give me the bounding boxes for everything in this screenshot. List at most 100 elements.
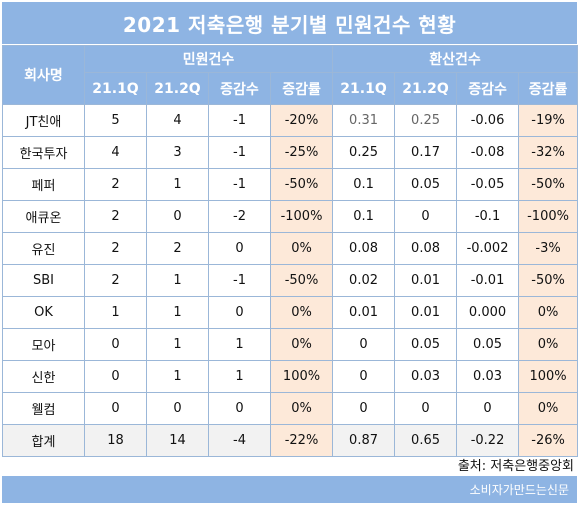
table-cell: 3 <box>146 136 209 169</box>
table-cell: -0.06 <box>456 104 520 137</box>
column-header: 21.2Q <box>146 72 209 105</box>
table-cell: 1 <box>146 264 209 297</box>
table-cell: 0.05 <box>394 168 458 201</box>
table-cell: -3% <box>518 232 579 265</box>
table-cell: 0 <box>208 392 271 425</box>
company-name-cell: 페퍼 <box>2 168 85 201</box>
table-cell: 2 <box>84 200 147 233</box>
table-cell: 1 <box>146 168 209 201</box>
table-cell: -50% <box>269 264 334 297</box>
table-cell: 0.17 <box>394 136 458 169</box>
publisher-name: 소비자가만드는신문 <box>469 483 569 497</box>
table-cell: 0 <box>146 392 209 425</box>
table-cell: 1 <box>84 296 147 329</box>
table-cell: 0.01 <box>332 296 396 329</box>
converted-count-group-header: 환산건수 <box>332 45 579 73</box>
column-header: 21.2Q <box>394 72 458 105</box>
table-cell: 0 <box>394 200 458 233</box>
table-cell: 2 <box>84 168 147 201</box>
table-cell: 0 <box>84 328 147 361</box>
table-cell: 0% <box>269 232 334 265</box>
table-cell: 100% <box>518 360 579 393</box>
table-cell: -0.08 <box>456 136 520 169</box>
table-cell: -4 <box>208 424 271 457</box>
column-header: 21.1Q <box>332 72 396 105</box>
table-cell: 0% <box>269 392 334 425</box>
table-cell: 0 <box>208 232 271 265</box>
company-name-cell: JT친애 <box>2 104 85 137</box>
table-cell: -50% <box>518 168 579 201</box>
table-cell: -0.01 <box>456 264 520 297</box>
table-row: SBI 2 1 -1 -50% 0.02 0.01 -0.01 -50% <box>2 264 579 297</box>
company-name-cell: OK <box>2 296 85 329</box>
table-cell: -0.1 <box>456 200 520 233</box>
table-cell: -1 <box>208 264 271 297</box>
company-column-header: 회사명 <box>2 45 85 105</box>
table-cell: -0.05 <box>456 168 520 201</box>
table-row: 모아 0 1 1 0% 0 0.05 0.05 0% <box>2 328 579 361</box>
table-cell: 0 <box>84 360 147 393</box>
table-cell: -32% <box>518 136 579 169</box>
complaints-table: 회사명 민원건수 환산건수 21.1Q 21.2Q 증감수 증감률 21.1Q … <box>2 45 579 457</box>
table-cell: -100% <box>518 200 579 233</box>
column-header: 증감률 <box>269 72 334 105</box>
table-cell: 1 <box>146 296 209 329</box>
table-body: JT친애 5 4 -1 -20% 0.31 0.25 -0.06 -19% 한국투자 4 3 -1 -25… <box>2 104 579 457</box>
table-cell: 0.000 <box>456 296 520 329</box>
table-cell: -1 <box>208 136 271 169</box>
table-cell: 0% <box>518 296 579 329</box>
table-cell: 2 <box>84 264 147 297</box>
table-cell: 0 <box>394 392 458 425</box>
table-cell: 0.1 <box>332 168 396 201</box>
table-cell: 1 <box>208 328 271 361</box>
table-cell: 0.08 <box>332 232 396 265</box>
company-name-cell: 합계 <box>2 424 85 457</box>
table-cell: 0 <box>456 392 520 425</box>
company-name-cell: 애큐온 <box>2 200 85 233</box>
column-header: 21.1Q <box>84 72 147 105</box>
table-title: 2021 저축은행 분기별 민원건수 현황 <box>2 2 577 44</box>
table-cell: -25% <box>269 136 334 169</box>
table-cell: 0.03 <box>394 360 458 393</box>
table-row: 애큐온 2 0 -2 -100% 0.1 0 -0.1 -100% <box>2 200 579 233</box>
table-cell: -20% <box>269 104 334 137</box>
table-cell: 0% <box>269 328 334 361</box>
table-cell: 0.25 <box>332 136 396 169</box>
column-header: 증감수 <box>208 72 271 105</box>
table-cell: 0 <box>208 296 271 329</box>
table-cell: 0 <box>332 360 396 393</box>
company-name-cell: 웰컴 <box>2 392 85 425</box>
publisher-footer: 소비자가만드는신문 <box>2 476 577 503</box>
table-cell: 0.65 <box>394 424 458 457</box>
table-row: OK 1 1 0 0% 0.01 0.01 0.000 0% <box>2 296 579 329</box>
table-cell: 0% <box>518 392 579 425</box>
table-cell: 0.08 <box>394 232 458 265</box>
table-cell: 18 <box>84 424 147 457</box>
table-cell: 1 <box>146 328 209 361</box>
table-cell: 1 <box>146 360 209 393</box>
column-header: 증감수 <box>456 72 520 105</box>
table-cell: 0.01 <box>394 296 458 329</box>
company-name-cell: 모아 <box>2 328 85 361</box>
table-row: 신한 0 1 1 100% 0 0.03 0.03 100% <box>2 360 579 393</box>
table-cell: -1 <box>208 168 271 201</box>
table-cell: 0 <box>332 392 396 425</box>
table-cell: 5 <box>84 104 147 137</box>
table-cell: -26% <box>518 424 579 457</box>
table-cell: -100% <box>269 200 334 233</box>
table-cell: 0.01 <box>394 264 458 297</box>
table-cell: -22% <box>269 424 334 457</box>
table-cell: 100% <box>269 360 334 393</box>
table-cell: -0.002 <box>456 232 520 265</box>
complaint-count-group-header: 민원건수 <box>83 45 334 73</box>
total-row: 합계 18 14 -4 -22% 0.87 0.65 -0.22 -26% <box>2 424 579 457</box>
table-cell: 0.05 <box>456 328 520 361</box>
table-cell: 2 <box>146 232 209 265</box>
table-cell: 0.31 <box>332 104 396 137</box>
table-row: 웰컴 0 0 0 0% 0 0 0 0% <box>2 392 579 425</box>
table-cell: 4 <box>146 104 209 137</box>
company-name-cell: 유진 <box>2 232 85 265</box>
table-cell: 0 <box>146 200 209 233</box>
table-cell: -1 <box>208 104 271 137</box>
table-cell: 2 <box>84 232 147 265</box>
